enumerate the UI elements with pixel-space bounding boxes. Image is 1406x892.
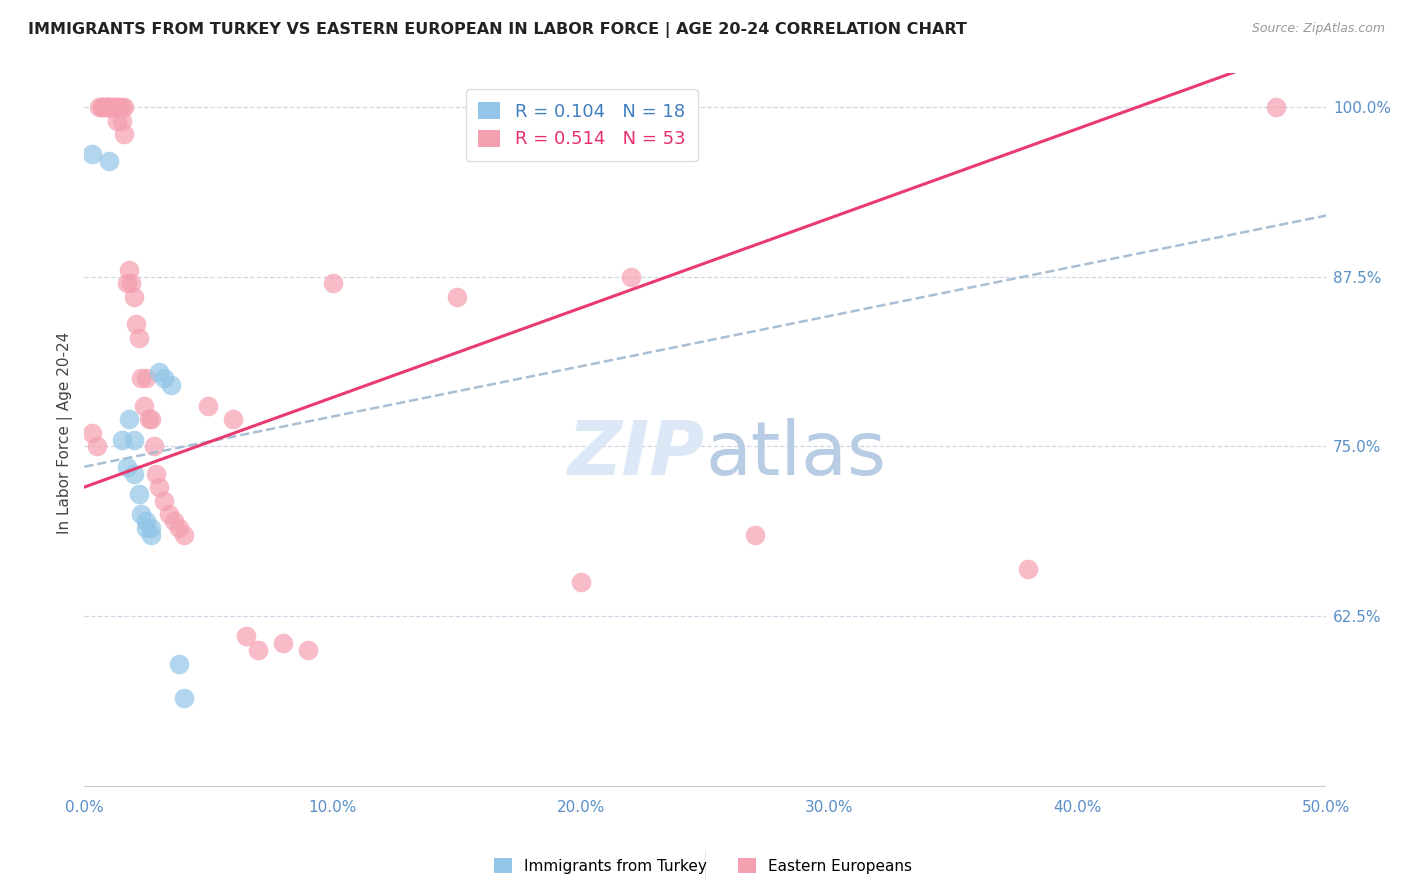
Point bbox=[446, 290, 468, 304]
Point bbox=[122, 433, 145, 447]
Point bbox=[173, 690, 195, 705]
Point bbox=[93, 100, 115, 114]
Point bbox=[197, 399, 219, 413]
Point bbox=[112, 127, 135, 141]
Point bbox=[167, 521, 190, 535]
Point bbox=[173, 527, 195, 541]
Point bbox=[141, 521, 163, 535]
Point bbox=[142, 439, 165, 453]
Point bbox=[297, 643, 319, 657]
Point bbox=[96, 100, 118, 114]
Point bbox=[163, 514, 186, 528]
Point bbox=[132, 399, 155, 413]
Point bbox=[145, 467, 167, 481]
Point bbox=[98, 100, 121, 114]
Point bbox=[121, 277, 143, 291]
Point bbox=[148, 365, 170, 379]
Point bbox=[322, 277, 344, 291]
Point bbox=[96, 100, 118, 114]
Point bbox=[108, 100, 131, 114]
Y-axis label: In Labor Force | Age 20-24: In Labor Force | Age 20-24 bbox=[58, 332, 73, 534]
Point bbox=[98, 100, 121, 114]
Point bbox=[141, 527, 163, 541]
Text: IMMIGRANTS FROM TURKEY VS EASTERN EUROPEAN IN LABOR FORCE | AGE 20-24 CORRELATIO: IMMIGRANTS FROM TURKEY VS EASTERN EUROPE… bbox=[28, 22, 967, 38]
Point bbox=[135, 514, 157, 528]
Point bbox=[80, 425, 103, 440]
Point bbox=[89, 100, 111, 114]
Point bbox=[160, 378, 183, 392]
Text: atlas: atlas bbox=[706, 417, 886, 491]
Point bbox=[80, 147, 103, 161]
Point bbox=[744, 527, 766, 541]
Point bbox=[90, 100, 112, 114]
Point bbox=[222, 412, 245, 426]
Point bbox=[128, 331, 150, 345]
Point bbox=[128, 487, 150, 501]
Legend: R = 0.104   N = 18, R = 0.514   N = 53: R = 0.104 N = 18, R = 0.514 N = 53 bbox=[465, 89, 697, 161]
Point bbox=[100, 100, 122, 114]
Point bbox=[105, 100, 128, 114]
Point bbox=[118, 263, 141, 277]
Point bbox=[115, 277, 138, 291]
Point bbox=[138, 412, 160, 426]
Point bbox=[569, 575, 592, 590]
Point bbox=[1017, 561, 1039, 575]
Point bbox=[152, 371, 174, 385]
Point bbox=[86, 439, 108, 453]
Point bbox=[103, 100, 125, 114]
Point bbox=[122, 467, 145, 481]
Point bbox=[157, 508, 180, 522]
Point bbox=[105, 113, 128, 128]
Point bbox=[118, 412, 141, 426]
Point bbox=[103, 100, 125, 114]
Point bbox=[620, 269, 643, 284]
Point bbox=[122, 290, 145, 304]
Point bbox=[235, 630, 257, 644]
Point bbox=[1265, 100, 1288, 114]
Text: Source: ZipAtlas.com: Source: ZipAtlas.com bbox=[1251, 22, 1385, 36]
Point bbox=[96, 100, 118, 114]
Point bbox=[125, 317, 148, 331]
Point bbox=[141, 412, 163, 426]
Point bbox=[167, 657, 190, 671]
Point bbox=[115, 459, 138, 474]
Point bbox=[131, 508, 153, 522]
Point bbox=[135, 371, 157, 385]
Point bbox=[148, 480, 170, 494]
Point bbox=[110, 113, 132, 128]
Point bbox=[90, 100, 112, 114]
Point bbox=[247, 643, 270, 657]
Text: ZIP: ZIP bbox=[568, 417, 706, 491]
Point bbox=[131, 371, 153, 385]
Point bbox=[271, 636, 294, 650]
Point bbox=[110, 100, 132, 114]
Legend: Immigrants from Turkey, Eastern Europeans: Immigrants from Turkey, Eastern European… bbox=[488, 852, 918, 880]
Point bbox=[98, 154, 121, 169]
Point bbox=[152, 493, 174, 508]
Point bbox=[135, 521, 157, 535]
Point bbox=[112, 100, 135, 114]
Point bbox=[110, 433, 132, 447]
